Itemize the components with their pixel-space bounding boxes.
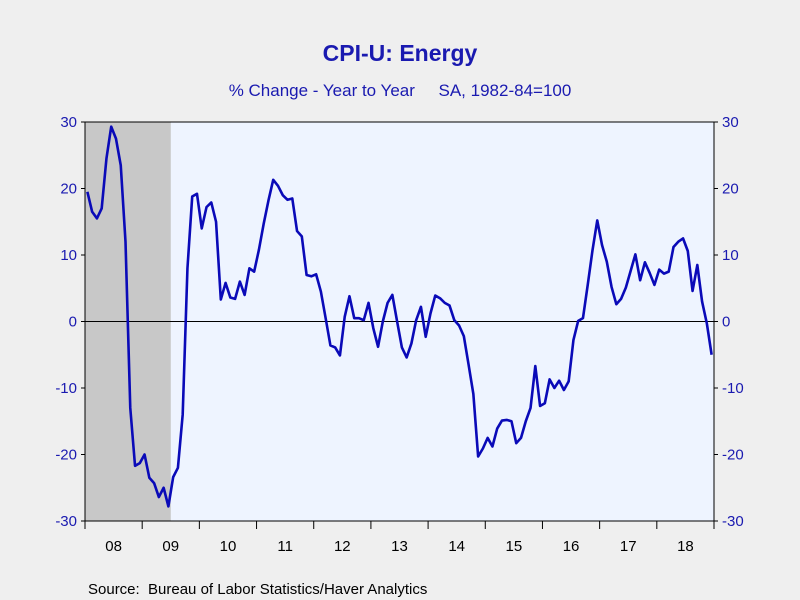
y-tick-label-left: 10 bbox=[60, 247, 77, 264]
x-tick-label: 14 bbox=[448, 538, 465, 555]
y-tick-label-right: -10 bbox=[722, 380, 744, 397]
y-tick-label-left: 20 bbox=[60, 181, 77, 198]
y-tick-label-left: -10 bbox=[55, 380, 77, 397]
x-tick-label: 18 bbox=[677, 538, 694, 555]
x-tick-label: 10 bbox=[220, 538, 237, 555]
y-tick-label-left: -20 bbox=[55, 447, 77, 464]
y-tick-label-right: 10 bbox=[722, 247, 739, 264]
y-tick-label-left: 30 bbox=[60, 114, 77, 131]
x-tick-label: 09 bbox=[162, 538, 179, 555]
y-tick-label-right: 20 bbox=[722, 181, 739, 198]
x-tick-label: 17 bbox=[620, 538, 637, 555]
x-tick-label: 13 bbox=[391, 538, 408, 555]
y-tick-label-left: 0 bbox=[69, 314, 77, 331]
x-tick-label: 12 bbox=[334, 538, 351, 555]
y-tick-label-right: 0 bbox=[722, 314, 730, 331]
series-line-energy bbox=[86, 125, 713, 508]
y-tick-label-left: -30 bbox=[55, 513, 77, 530]
y-tick-label-right: -20 bbox=[722, 447, 744, 464]
chart-subtitle: % Change - Year to Year SA, 1982-84=100 bbox=[229, 81, 572, 100]
x-tick-label: 11 bbox=[277, 538, 293, 555]
x-tick-label: 16 bbox=[563, 538, 580, 555]
x-tick-label: 08 bbox=[105, 538, 122, 555]
chart-title: CPI-U: Energy bbox=[323, 40, 478, 66]
x-tick-label: 15 bbox=[506, 538, 523, 555]
source-note: Source: Bureau of Labor Statistics/Haver… bbox=[88, 581, 427, 598]
y-tick-label-right: -30 bbox=[722, 513, 744, 530]
y-tick-label-right: 30 bbox=[722, 114, 739, 131]
